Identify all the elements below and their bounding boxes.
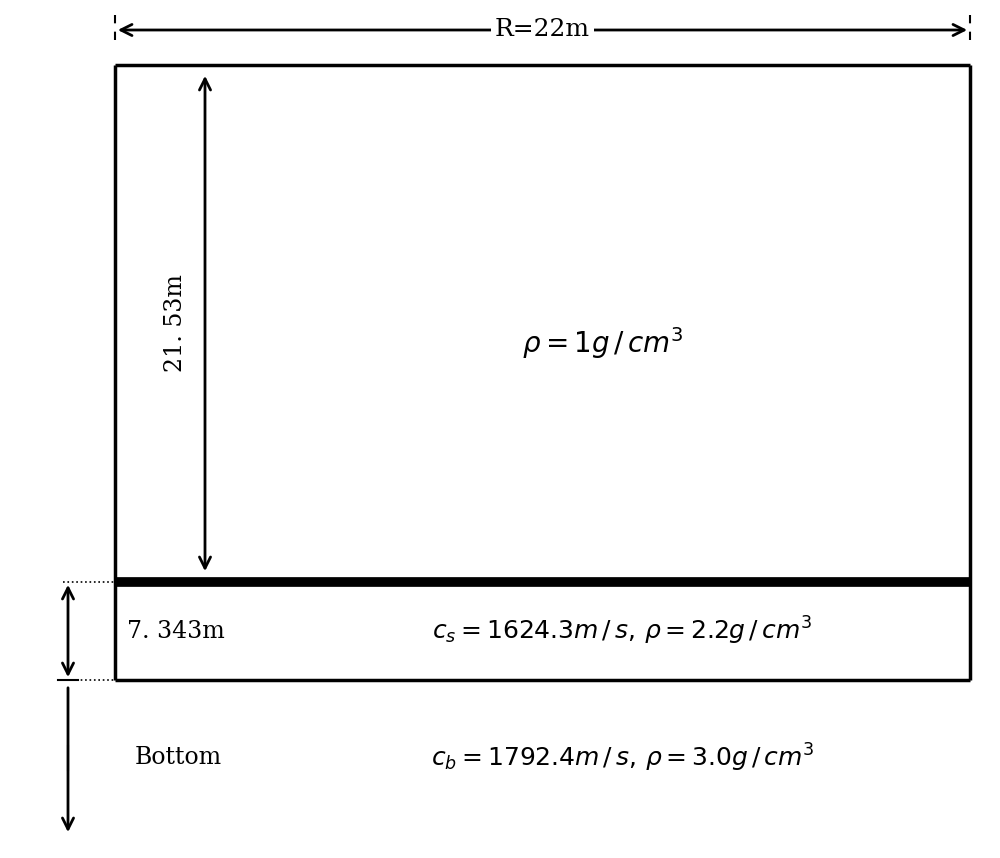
Text: R=22m: R=22m xyxy=(495,19,590,41)
Text: 21. 53m: 21. 53m xyxy=(164,275,186,372)
Text: $c_b=1792.4m\,/\,s,\,\rho=3.0g\,/\,cm^3$: $c_b=1792.4m\,/\,s,\,\rho=3.0g\,/\,cm^3$ xyxy=(431,741,814,774)
Text: 7. 343m: 7. 343m xyxy=(127,619,225,643)
Text: Bottom: Bottom xyxy=(135,746,222,769)
Text: $\rho=1g\,/\,cm^3$: $\rho=1g\,/\,cm^3$ xyxy=(522,325,683,361)
Text: $c_s=1624.3m\,/\,s,\,\rho=2.2g\,/\,cm^3$: $c_s=1624.3m\,/\,s,\,\rho=2.2g\,/\,cm^3$ xyxy=(432,615,813,647)
